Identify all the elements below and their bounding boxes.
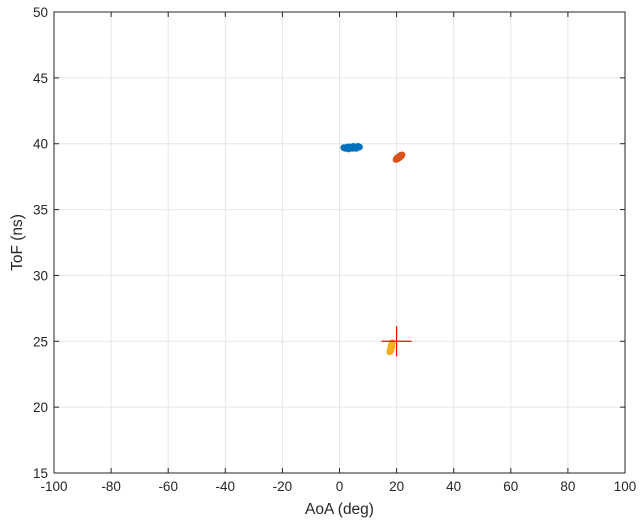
y-axis-ticks: 15 20 25 30 35 40 45 50 xyxy=(33,5,625,481)
x-tick-label: 80 xyxy=(560,479,575,494)
y-tick-label: 20 xyxy=(33,400,48,415)
y-tick-label: 35 xyxy=(33,203,48,218)
data-point xyxy=(352,144,360,152)
x-tick-label: -40 xyxy=(216,479,236,494)
data-point xyxy=(396,153,404,161)
x-tick-label: -100 xyxy=(40,479,67,494)
x-tick-label: -20 xyxy=(273,479,293,494)
data-point xyxy=(344,143,351,151)
y-tick-label: 30 xyxy=(33,268,48,283)
x-tick-label: 0 xyxy=(336,479,344,494)
y-tick-label: 15 xyxy=(33,466,48,481)
y-tick-label: 40 xyxy=(33,137,48,152)
x-tick-label: 20 xyxy=(389,479,404,494)
data-series xyxy=(340,142,406,356)
x-tick-label: 60 xyxy=(503,479,518,494)
x-axis-ticks: -100 -80 -60 -40 -20 0 20 40 60 80 100 xyxy=(40,12,636,494)
y-axis-label: ToF (ns) xyxy=(9,214,26,271)
x-tick-label: -80 xyxy=(101,479,121,494)
grid-lines xyxy=(54,12,625,473)
y-tick-label: 25 xyxy=(33,334,48,349)
x-tick-label: -60 xyxy=(158,479,178,494)
x-tick-label: 100 xyxy=(614,479,637,494)
data-point xyxy=(388,343,396,350)
x-axis-label: AoA (deg) xyxy=(305,501,374,518)
y-tick-label: 45 xyxy=(33,71,48,86)
y-tick-label: 50 xyxy=(33,5,48,20)
target-marker xyxy=(381,326,412,357)
series-3 xyxy=(386,339,396,356)
x-tick-label: 40 xyxy=(446,479,461,494)
series-2 xyxy=(392,151,406,163)
series-1 xyxy=(340,142,363,153)
